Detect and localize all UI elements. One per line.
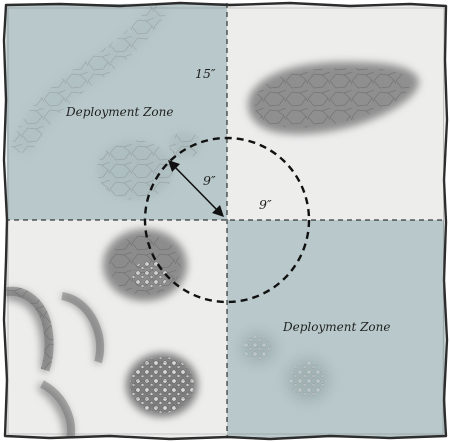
deployment-zone-bottom-right xyxy=(227,220,446,438)
zone-distance-label: 15″ xyxy=(195,66,216,81)
terrain-rocks-center-left xyxy=(103,229,187,301)
circle-radius-arrow-label: 9″ xyxy=(203,173,216,188)
terrain-ridge-left xyxy=(5,286,105,438)
deployment-zone-label-bottom-right: Deployment Zone xyxy=(282,320,390,334)
terrain-rocks-bottom-right xyxy=(240,332,330,402)
terrain-cliff-top-left xyxy=(10,5,170,155)
terrain-outcrop-top-right xyxy=(248,62,419,135)
circle-radius-line-label: 9″ xyxy=(259,197,272,212)
center-circle xyxy=(143,136,311,304)
radius-arrow xyxy=(168,160,224,217)
terrain-rubble-bottom xyxy=(126,353,198,417)
deployment-zone-label-top-left: Deployment Zone xyxy=(65,105,173,119)
board-frame-inner xyxy=(7,7,445,435)
